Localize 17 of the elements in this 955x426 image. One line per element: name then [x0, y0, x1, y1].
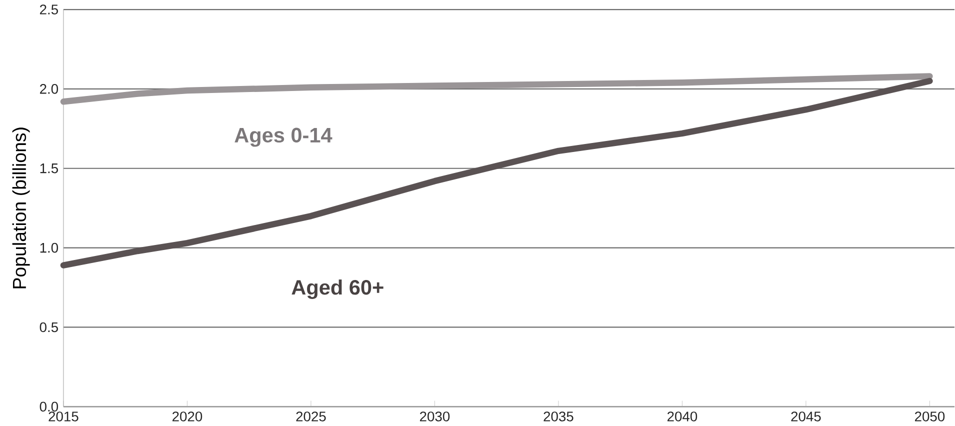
x-tick-label: 2035	[544, 412, 574, 422]
x-tick-label: 2025	[296, 412, 326, 422]
y-tick-label: 0.5	[40, 322, 58, 332]
text: Aged 60+	[292, 279, 384, 299]
y-axis-title: Population (billions)	[12, 128, 30, 288]
x-tick-label: 2045	[791, 412, 821, 422]
x-tick-label: 2015	[48, 412, 78, 422]
y-tick-label: 1.0	[40, 242, 58, 253]
y-tick-label: 2.5	[40, 4, 58, 14]
y-tick-label: 0.0	[40, 402, 58, 412]
x-tick-label: 2030	[420, 412, 450, 422]
x-tick-label: 2020	[172, 412, 202, 422]
y-tick-label: 1.5	[40, 164, 58, 174]
x-tick-label: 2050	[914, 412, 945, 422]
series-label: Ages 0-14	[234, 128, 332, 147]
x-tick-label: 2040	[667, 412, 698, 422]
y-tick-label: 2.0	[40, 84, 58, 94]
